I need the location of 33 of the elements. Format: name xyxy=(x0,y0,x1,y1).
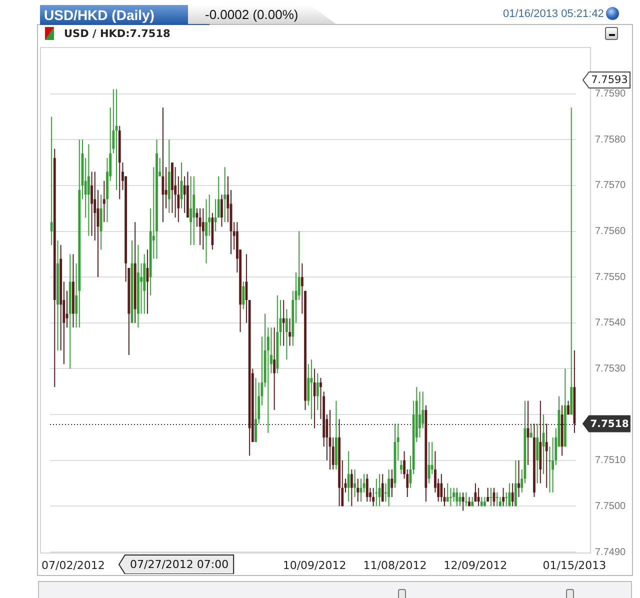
y-tick-label: 7.7490 xyxy=(595,546,626,558)
ref-line-label: 7.7518 xyxy=(590,418,629,430)
candlestick xyxy=(282,300,285,346)
y-tick-label: 7.7510 xyxy=(595,455,626,466)
y-tick-label: 7.7560 xyxy=(595,226,626,238)
y-tick-label: 7.7530 xyxy=(595,363,626,374)
candlestick xyxy=(496,492,498,506)
candlestick xyxy=(505,492,508,506)
candlestick xyxy=(375,478,378,506)
chart-title: USD/HKD (Daily) xyxy=(44,7,154,23)
candlestick xyxy=(224,167,226,222)
candlestick xyxy=(464,492,468,506)
y-tick-label: 7.7590 xyxy=(595,88,626,100)
text: -0.0002 (0.00%) xyxy=(205,7,298,23)
y-tick-label: 7.7540 xyxy=(595,318,626,329)
text: 07/27/2012 07:00 xyxy=(130,558,229,571)
x-tick-label: 11/08/2012 xyxy=(363,558,427,572)
x-tick-label: 07/02/2012 xyxy=(42,558,105,572)
x-tick-label: 01/15/2013 xyxy=(542,558,606,572)
candlestick xyxy=(548,446,551,492)
candlestick xyxy=(570,108,573,415)
y-tick-label: 7.7580 xyxy=(595,134,626,146)
text: 01/16/2013 05:21:42 xyxy=(503,8,604,21)
x-tick-label: 10/09/2012 xyxy=(282,558,346,572)
y-tick-label: 7.7570 xyxy=(595,180,626,192)
y-tick-label: 7.7550 xyxy=(595,272,626,283)
text: USD / HKD:7.7518 xyxy=(64,28,170,40)
candlestick xyxy=(140,263,142,314)
candlestick xyxy=(449,488,452,506)
text: 7.7593 xyxy=(591,74,628,86)
y-tick-label: 7.7500 xyxy=(595,500,626,512)
x-tick-label: 12/09/2012 xyxy=(444,558,508,572)
candlestick xyxy=(490,488,492,506)
